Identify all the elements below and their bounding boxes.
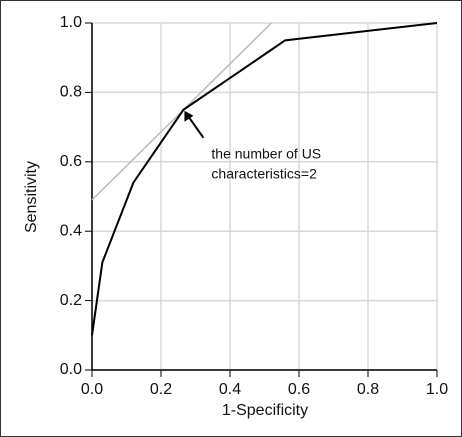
arrow-head [184, 110, 194, 122]
y-tick-label: 0.4 [60, 222, 82, 239]
x-axis-title: 1-Specificity [222, 402, 308, 419]
annotation-text: characteristics=2 [211, 165, 317, 181]
x-tick-label: 0.0 [81, 381, 103, 398]
y-tick-label: 0.8 [60, 84, 82, 101]
x-tick-label: 0.4 [219, 381, 241, 398]
roc-curve [91, 22, 438, 336]
x-tick-label: 0.8 [357, 381, 379, 398]
y-axis-title: Sensitivity [23, 161, 40, 233]
y-tick-label: 1.0 [60, 14, 82, 31]
x-tick-label: 1.0 [426, 381, 448, 398]
x-tick-label: 0.2 [150, 381, 172, 398]
x-tick-label: 0.6 [288, 381, 310, 398]
annotation-text: the number of US [211, 145, 321, 161]
y-tick-label: 0.0 [60, 361, 82, 378]
y-tick-label: 0.6 [60, 153, 82, 170]
y-tick-label: 0.2 [60, 292, 82, 309]
